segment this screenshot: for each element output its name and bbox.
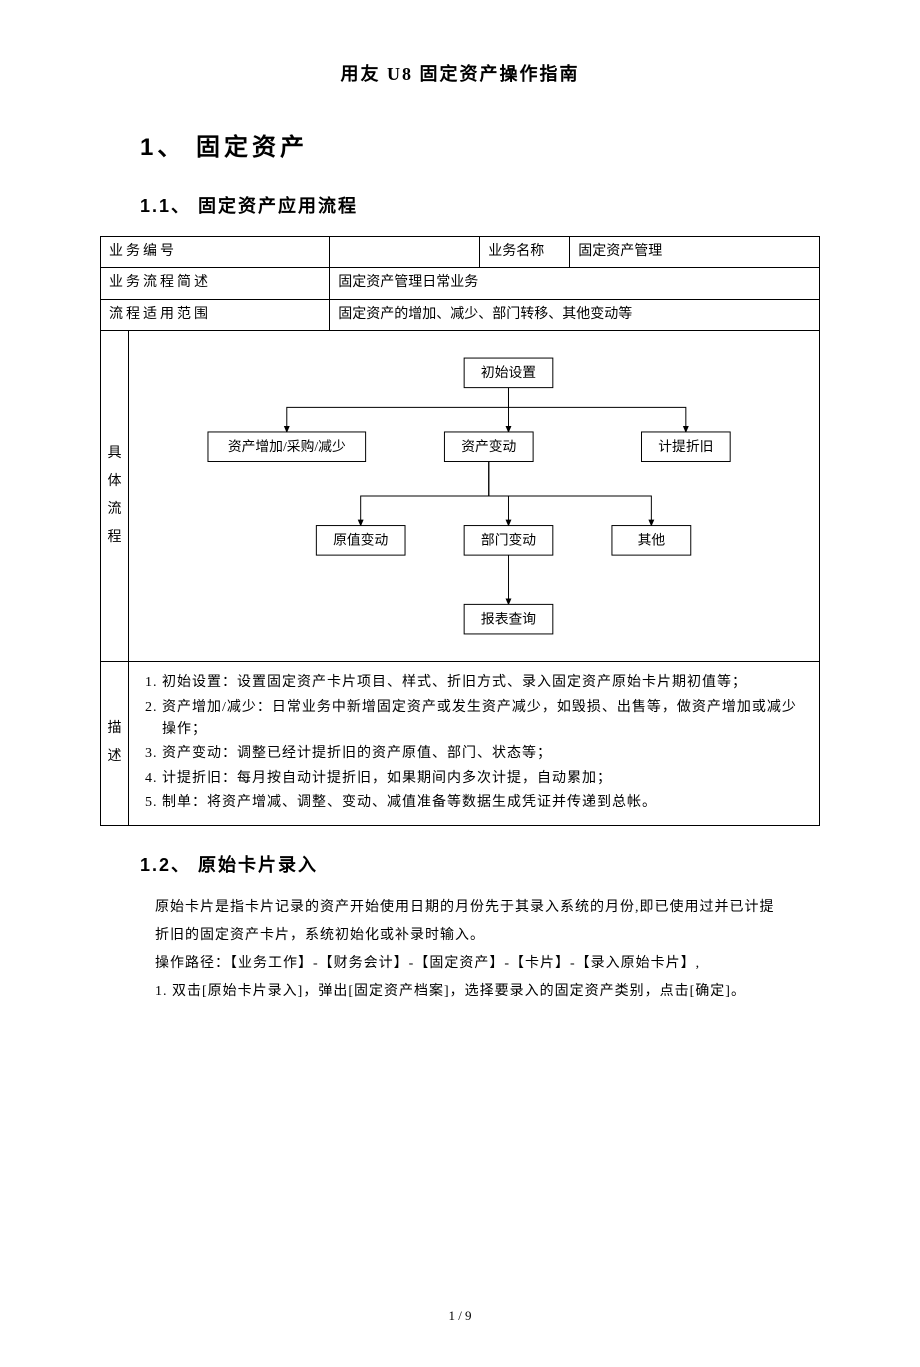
desc-item: 资产增加/减少：日常业务中新增固定资产或发生资产减少，如毁损、出售等，做资产增加… (162, 697, 807, 742)
flow-label-text: 具体流程 (108, 446, 122, 545)
flow-edge (508, 388, 685, 432)
process-table: 业务编号 业务名称 固定资产管理 业务流程简述 固定资产管理日常业务 流程适用范… (100, 236, 820, 826)
flow-node-label: 部门变动 (481, 533, 536, 548)
label-desc: 描述 (101, 662, 129, 825)
label-business-id: 业务编号 (101, 236, 330, 267)
value-scope: 固定资产的增加、减少、部门转移、其他变动等 (330, 299, 820, 330)
flow-edge (489, 462, 509, 526)
desc-label-text: 描述 (108, 721, 122, 764)
flow-node-label: 原值变动 (333, 533, 388, 548)
desc-item: 制单：将资产增减、调整、变动、减值准备等数据生成凭证并传递到总帐。 (162, 792, 807, 814)
flow-edge (287, 388, 509, 432)
table-row-desc: 描述 初始设置：设置固定资产卡片项目、样式、折旧方式、录入固定资产原始卡片期初值… (101, 662, 820, 825)
flow-edge (361, 462, 489, 526)
heading-1-1: 1.1、 固定资产应用流程 (140, 192, 820, 221)
flowchart-svg: 初始设置资产增加/采购/减少 资产变动 计提折旧原值变动 部门变动 其他报表查询 (139, 346, 809, 646)
desc-item: 初始设置：设置固定资产卡片项目、样式、折旧方式、录入固定资产原始卡片期初值等； (162, 672, 807, 694)
value-business-id (330, 236, 480, 267)
heading-1: 1、 固定资产 (140, 129, 820, 167)
desc-item: 资产变动：调整已经计提折旧的资产原值、部门、状态等； (162, 743, 807, 765)
label-scope: 流程适用范围 (101, 299, 330, 330)
body-paragraph: 1. 双击[原始卡片录入]，弹出[固定资产档案]，选择要录入的固定资产类别，点击… (155, 978, 780, 1006)
heading-1-2: 1.2、 原始卡片录入 (140, 851, 820, 880)
label-flow: 具体流程 (101, 331, 129, 662)
description-list: 初始设置：设置固定资产卡片项目、样式、折旧方式、录入固定资产原始卡片期初值等； 资… (141, 672, 807, 814)
table-row-flow: 具体流程 初始设置资产增加/采购/减少 资产变动 计提折旧原值变动 部门变动 其他报表查… (101, 331, 820, 662)
flow-node-label: 资产变动 (461, 439, 516, 454)
flow-node-label: 资产增加/采购/减少 (228, 439, 346, 454)
desc-item: 计提折旧：每月按自动计提折旧，如果期间内多次计提，自动累加； (162, 768, 807, 790)
flow-node-label: 其他 (638, 533, 666, 548)
value-business-name: 固定资产管理 (570, 236, 820, 267)
table-row: 业务流程简述 固定资产管理日常业务 (101, 268, 820, 299)
page-number: 1 / 9 (100, 1306, 820, 1327)
label-process-desc: 业务流程简述 (101, 268, 330, 299)
table-row: 业务编号 业务名称 固定资产管理 (101, 236, 820, 267)
flowchart-cell: 初始设置资产增加/采购/减少 资产变动 计提折旧原值变动 部门变动 其他报表查询 (129, 331, 820, 662)
flow-node-label: 初始设置 (481, 364, 536, 380)
value-process-desc: 固定资产管理日常业务 (330, 268, 820, 299)
document-title: 用友 U8 固定资产操作指南 (100, 60, 820, 89)
label-business-name: 业务名称 (480, 236, 570, 267)
flow-node-label: 报表查询 (481, 611, 536, 626)
desc-cell: 初始设置：设置固定资产卡片项目、样式、折旧方式、录入固定资产原始卡片期初值等； 资… (129, 662, 820, 825)
body-paragraph: 操作路径：【业务工作】-【财务会计】-【固定资产】-【卡片】-【录入原始卡片】, (155, 950, 780, 978)
body-paragraph: 原始卡片是指卡片记录的资产开始使用日期的月份先于其录入系统的月份,即已使用过并已… (155, 894, 780, 950)
flow-node-label: 计提折旧 (658, 439, 713, 454)
table-row: 流程适用范围 固定资产的增加、减少、部门转移、其他变动等 (101, 299, 820, 330)
section-2-body: 原始卡片是指卡片记录的资产开始使用日期的月份先于其录入系统的月份,即已使用过并已… (155, 894, 780, 1006)
flow-edge (489, 462, 652, 526)
